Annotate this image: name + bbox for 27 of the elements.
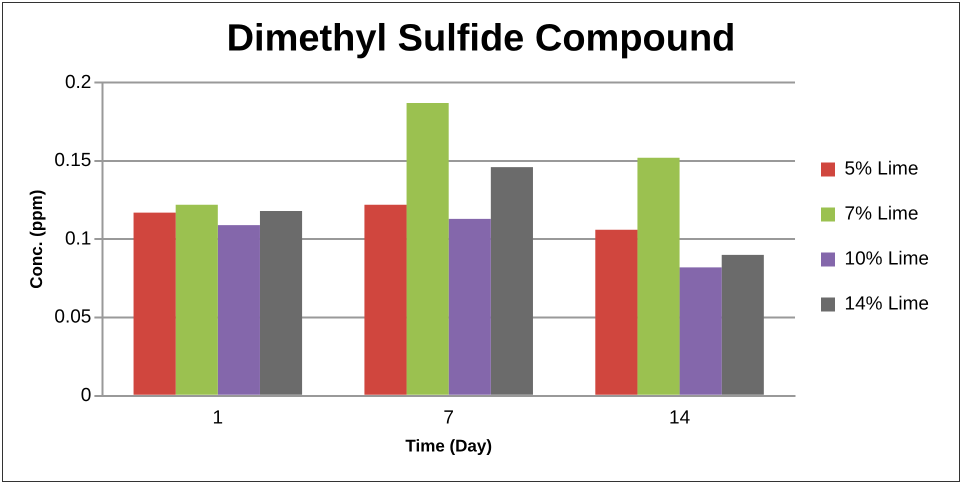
legend-label: 5% Lime — [844, 158, 918, 180]
bar — [406, 102, 449, 395]
x-tick-label: 14 — [669, 407, 691, 428]
bar — [722, 254, 764, 395]
bar — [595, 230, 638, 395]
bar — [134, 212, 176, 395]
bar — [490, 167, 533, 395]
legend-label: 7% Lime — [844, 204, 918, 225]
y-tick-label: 0 — [80, 385, 92, 406]
y-axis-title: Conc. (ppm) — [26, 190, 46, 289]
y-tick-label: 0.2 — [64, 72, 92, 93]
x-axis-title: Time (Day) — [405, 436, 492, 456]
x-tick-label: 1 — [212, 407, 224, 428]
bar — [680, 267, 722, 395]
bar — [637, 158, 680, 395]
bar — [260, 211, 302, 395]
y-tick-label: 0.15 — [54, 150, 92, 172]
bar — [218, 225, 260, 395]
chart-title: Dimethyl Sulfide Compound — [226, 17, 736, 60]
bar — [448, 218, 491, 395]
legend-label: 10% Lime — [844, 248, 930, 270]
bar — [364, 204, 407, 395]
y-tick-label: 0.1 — [64, 228, 92, 250]
y-tick-label: 0.05 — [54, 306, 92, 328]
bar — [176, 204, 218, 395]
legend-label: 14% Lime — [844, 294, 930, 315]
x-tick-label: 7 — [443, 407, 454, 428]
